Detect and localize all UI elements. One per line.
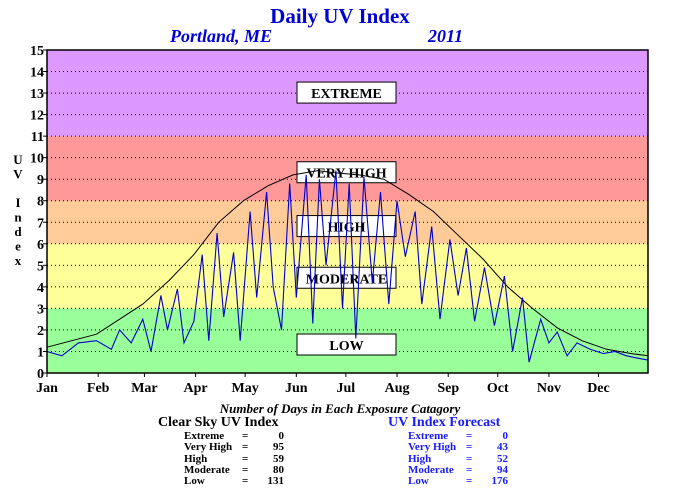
row-value: 95: [273, 441, 284, 454]
y-tick-label: 1: [37, 345, 44, 360]
x-tick-label: Aug: [385, 381, 410, 396]
y-tick-label: 7: [37, 216, 44, 231]
band-label-box: [296, 333, 397, 356]
forecast-row-extreme: Extreme = 0: [408, 430, 509, 442]
chart-title: Daily UV Index: [270, 4, 410, 28]
clear-sky-line: [46, 170, 649, 357]
row-value: 80: [273, 463, 284, 476]
forecast-row-high: High = 52: [408, 452, 508, 465]
x-tick-label: Dec: [587, 381, 610, 396]
y-axis-label-char: n: [14, 210, 22, 225]
x-tick-label: Jul: [337, 381, 356, 396]
y-axis-label-char: U: [13, 152, 23, 167]
row-value: 52: [497, 452, 508, 465]
band-label: EXTREME: [311, 87, 382, 102]
y-tick-label: 11: [31, 130, 44, 145]
row-value: 43: [497, 441, 508, 454]
band-label-box: [296, 81, 397, 104]
clear-sky-title: Clear Sky UV Index: [158, 415, 279, 430]
row-value: 94: [497, 463, 508, 476]
forecast-row-low: Low = 176: [408, 475, 509, 488]
forecast-title: UV Index Forecast: [388, 415, 501, 430]
row-value: 176: [491, 475, 509, 488]
row-value: 59: [273, 452, 284, 465]
y-tick-label: 14: [30, 66, 44, 81]
y-axis-label-char: I: [15, 195, 20, 210]
y-tick-label: 5: [37, 259, 44, 274]
x-tick-label: Feb: [87, 381, 110, 396]
x-tick-label: Oct: [487, 381, 509, 396]
forecast-table: Extreme = 0 Very High = 43 High = 52 Moderate =…: [408, 430, 509, 488]
x-tick-label: Sep: [437, 381, 459, 396]
x-tick-label: Jan: [36, 381, 58, 396]
location-label: Portland, ME: [170, 26, 273, 46]
x-tick-label: Apr: [184, 381, 208, 396]
row-label: Extreme: [408, 430, 449, 442]
clear-sky-row-low: Low = 131: [184, 475, 285, 488]
x-tick-label: Nov: [537, 381, 561, 396]
y-tick-label: 10: [30, 152, 44, 167]
x-tick-label: Mar: [131, 381, 157, 396]
y-tick-label: 6: [37, 238, 44, 253]
clear-sky-table: Extreme = 0 Very High = 95 High = 59 Moderate =…: [184, 430, 285, 488]
y-tick-label: 15: [30, 44, 44, 59]
row-label: High: [408, 452, 432, 465]
x-tick-label: May: [232, 381, 259, 396]
y-tick-label: 13: [30, 87, 44, 102]
forecast-line: [46, 170, 649, 363]
clear-sky-row-very-high: Very High = 95: [184, 441, 284, 454]
row-label: Low: [408, 475, 429, 488]
y-axis-label-char: e: [15, 239, 21, 254]
forecast-row-moderate: Moderate = 94: [408, 463, 508, 476]
band-label: LOW: [329, 339, 363, 354]
clear-sky-row-moderate: Moderate = 80: [184, 463, 284, 476]
clear-sky-row-high: High = 59: [184, 452, 284, 465]
x-tick-label: Jun: [285, 381, 308, 396]
row-value: 131: [267, 475, 285, 488]
row-label: Moderate: [184, 463, 230, 476]
row-label: Moderate: [408, 463, 454, 476]
row-label: Very High: [184, 441, 233, 454]
y-tick-label: 0: [37, 367, 44, 382]
counts-heading: Number of Days in Each Exposure Catagory: [219, 401, 461, 416]
row-label: Extreme: [184, 430, 225, 442]
row-label: Very High: [408, 441, 457, 454]
row-label: High: [184, 452, 208, 465]
y-tick-label: 3: [37, 302, 44, 317]
y-axis-label-char: d: [14, 224, 22, 239]
y-tick-label: 12: [30, 109, 44, 124]
y-tick-label: 8: [37, 195, 44, 210]
y-tick-label: 9: [37, 173, 44, 188]
y-tick-label: 4: [37, 281, 44, 296]
clear-sky-row-extreme: Extreme = 0: [184, 430, 285, 442]
band-label: MODERATE: [306, 272, 387, 287]
forecast-row-very-high: Very High = 43: [408, 441, 508, 454]
y-axis-label-char: x: [15, 253, 22, 268]
plot-frame: [46, 49, 649, 374]
row-label: Low: [184, 475, 205, 488]
y-tick-label: 2: [37, 324, 44, 339]
row-value: 0: [502, 430, 509, 442]
year-label: 2011: [428, 26, 464, 46]
y-axis-label-char: V: [13, 167, 23, 182]
row-value: 0: [278, 430, 285, 442]
